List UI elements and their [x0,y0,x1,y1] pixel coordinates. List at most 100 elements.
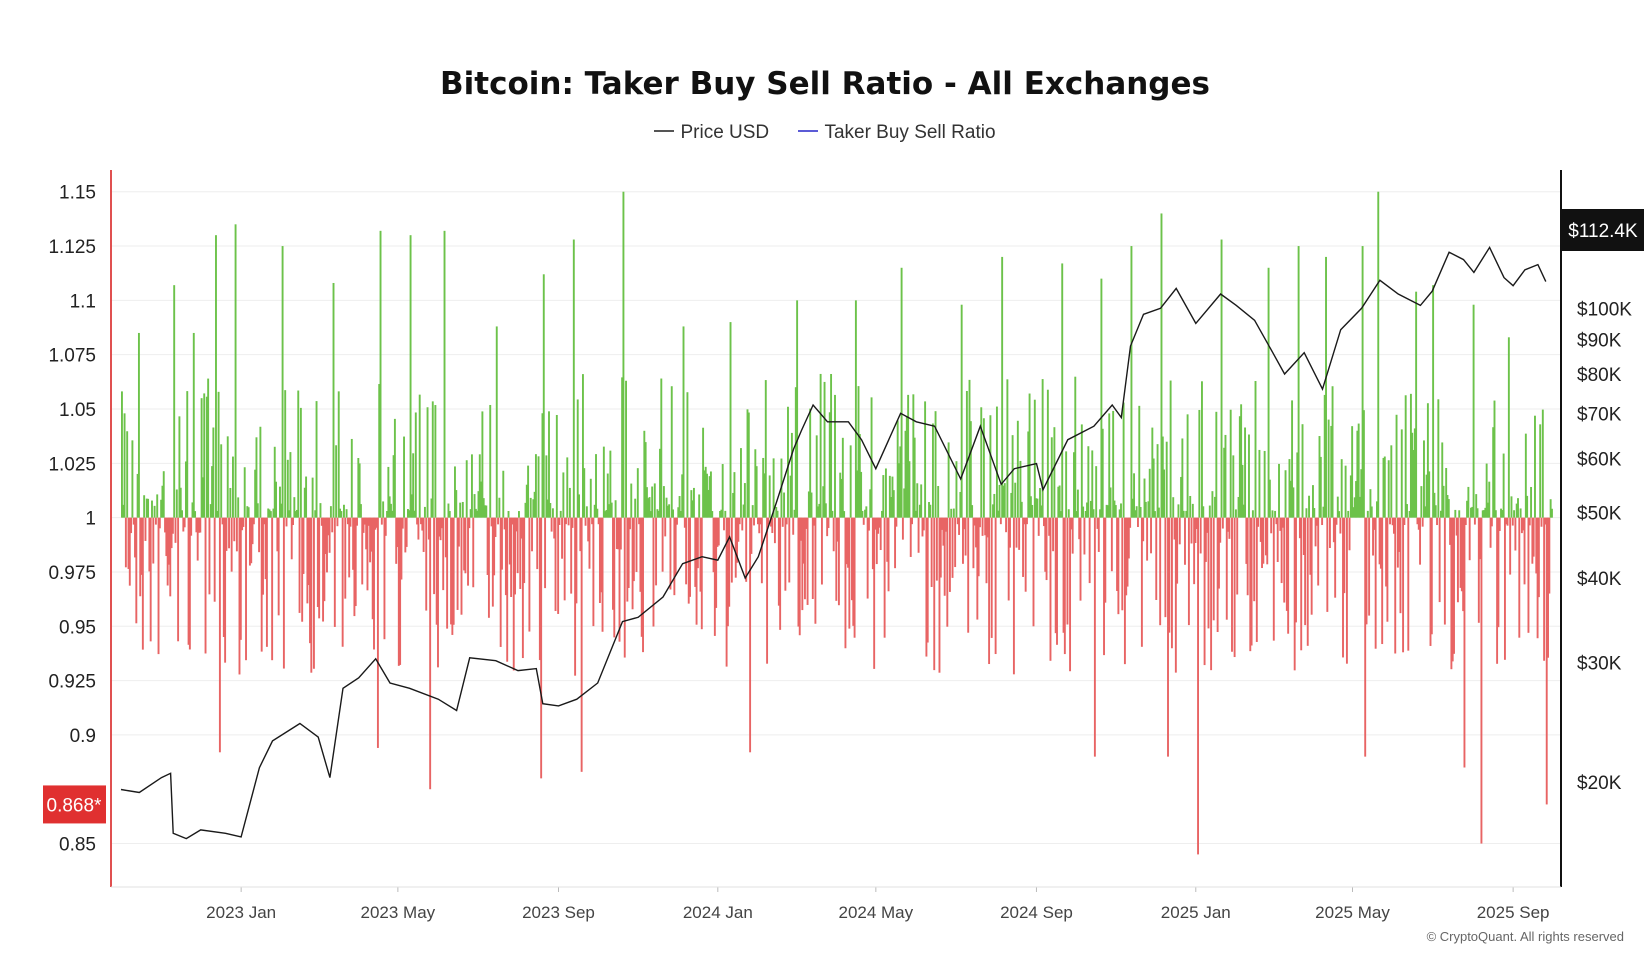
ratio-bar-up [201,477,204,518]
ratio-bar-up [831,510,834,518]
ratio-bar-up [200,398,203,518]
ratio-bar-up [793,509,796,518]
ratio-bar-down [1280,517,1283,584]
ratio-bar-down [1174,517,1177,673]
ratio-bar-up [1428,471,1431,518]
ratio-bar-up [858,434,861,518]
ratio-bar-up [1434,505,1437,518]
ratio-bar-up [839,472,842,518]
ratio-bar-down [909,517,912,557]
ratio-bar-up [1288,459,1291,518]
ratio-bar-down [282,517,285,669]
left-tick-label: 0.975 [48,563,96,584]
ratio-bar-down [926,517,929,643]
ratio-bar-up [470,454,473,518]
ratio-bar-up [151,500,153,518]
ratio-bar-up [870,397,873,518]
ratio-bar-up [593,504,596,518]
ratio-bar-up [1291,400,1294,518]
ratio-bar-up [651,486,654,518]
ratio-bar-up [1057,486,1060,518]
ratio-bar-up [1500,508,1502,518]
ratio-bar-down [506,517,509,662]
ratio-bar-down [490,517,493,527]
ratio-bar-down [1304,517,1307,626]
ratio-bar-down [1287,517,1290,634]
ratio-bar-down [401,517,404,529]
ratio-bar-up [625,380,627,518]
ratio-bar-down [1462,517,1465,612]
ratio-bar-up [1238,416,1241,518]
ratio-bar-up [1347,510,1350,518]
ratio-bar-down [1126,517,1129,587]
ratio-bar-up [217,391,220,518]
ratio-bar-up [1254,381,1257,518]
ratio-bar-up [123,413,126,518]
ratio-bar-down [964,517,967,556]
ratio-bar-up [1415,291,1418,518]
ratio-bar-up [1409,393,1412,518]
ratio-bar-down [797,517,800,627]
ratio-bar-up [1361,246,1364,518]
ratio-bar-down [127,517,130,569]
ratio-bar-up [1353,497,1356,518]
ratio-bar-up [1541,409,1544,518]
ratio-bar-down [139,517,142,597]
ratio-bar-up [255,437,258,518]
ratio-bar-down [348,517,351,578]
legend-item-price[interactable]: Price USD [654,122,769,144]
ratio-bar-down [756,517,759,525]
ratio-bar-up [860,471,863,518]
ratio-bar-down [1545,517,1548,805]
ratio-bar-down [626,517,629,602]
ratio-bar-up [1181,438,1184,518]
ratio-bar-up [205,396,208,518]
ratio-bar-up [1130,246,1133,518]
ratio-bar-up [1215,411,1218,518]
ratio-bar-down [1103,517,1105,656]
ratio-bar-up [145,498,148,518]
ratio-bar-down [574,517,577,676]
ratio-bar-up [903,488,906,518]
ratio-bar-up [1033,399,1036,518]
ratio-bar-up [754,449,757,518]
ratio-bar-down [1203,517,1206,666]
ratio-bar-down [1443,517,1446,625]
ratio-bar-up [378,384,381,518]
ratio-bar-down [1451,517,1454,662]
ratio-bar-up [1502,453,1505,518]
ratio-bar-down [322,517,325,622]
ratio-bar-down [935,517,938,581]
ratio-bar-down [514,517,516,595]
ratio-bar-up [293,497,296,518]
ratio-bar-down [309,517,311,644]
ratio-bar-down [988,517,991,665]
ratio-bar-down [487,517,490,618]
ratio-bar-down [591,517,594,525]
ratio-bar-up [1156,444,1159,518]
ratio-bar-up [1437,399,1440,518]
ratio-bar-down [277,517,280,616]
ratio-bar-up [706,473,708,518]
ratio-bar-down [356,517,358,526]
ratio-bar-down [1104,517,1107,603]
ratio-bar-down [463,517,466,571]
ratio-bar-up [542,274,545,518]
ratio-bar-down [245,517,247,661]
ratio-bar-up [288,510,291,518]
ratio-bar-up [807,491,810,518]
ratio-bar-up [332,282,335,518]
legend-item-ratio[interactable]: Taker Buy Sell Ratio [798,122,996,144]
ratio-bar-down [373,517,375,650]
ratio-bar-up [484,505,486,518]
ratio-bar-up [1095,466,1098,518]
ratio-bar-up [822,486,825,518]
ratio-bar-up [1466,500,1469,518]
price-line [120,245,1547,840]
ratio-bar-up [824,503,827,518]
ratio-bar-down [1527,517,1530,633]
ratio-bar-up [1526,495,1529,518]
ratio-bar-up [1153,511,1156,518]
legend-swatch-ratio [798,129,819,132]
ratio-bar-down [353,517,356,617]
